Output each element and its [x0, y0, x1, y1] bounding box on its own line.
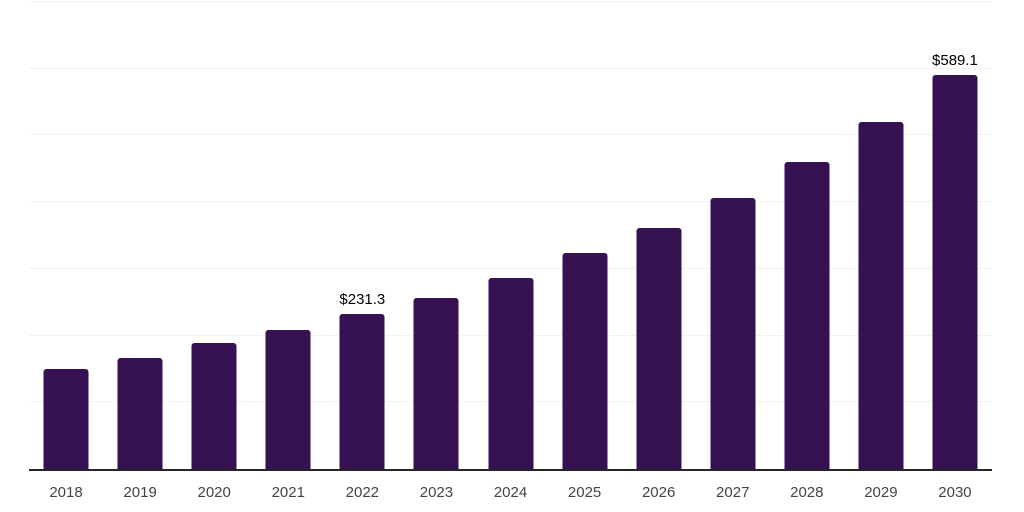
bar-slot: $589.1 — [918, 2, 992, 469]
gridline — [29, 67, 992, 69]
bar-slot: $231.3 — [325, 2, 399, 469]
bar — [710, 197, 756, 469]
x-axis: 2018 2019 2020 2021 2022 2023 2024 2025 2026 2027… — [29, 484, 992, 502]
x-axis-tick-label: 2027 — [716, 484, 750, 501]
bar — [784, 161, 830, 469]
x-axis-tick-label: 2026 — [641, 484, 676, 501]
x-axis-tick-label: 2024 — [493, 484, 528, 501]
x-axis-tick-label: 2023 — [419, 484, 454, 501]
x-axis-tick-label: 2022 — [345, 484, 380, 501]
bar — [488, 277, 533, 469]
x-axis-tick-label: 2025 — [567, 484, 602, 501]
bar-slot — [177, 2, 251, 469]
bar-slot — [622, 2, 696, 469]
bar — [636, 227, 682, 469]
bar — [562, 252, 608, 469]
x-axis-tick-label: 2030 — [938, 484, 972, 501]
x-axis-tick-label: 2029 — [864, 484, 898, 501]
bar — [932, 75, 978, 469]
bar — [265, 330, 311, 469]
bar-slot — [548, 2, 622, 469]
bar-slot — [770, 2, 844, 469]
gridline — [29, 1, 992, 2]
bar-value-label: $231.3 — [339, 291, 386, 309]
bar-slot — [696, 2, 770, 469]
x-axis-tick-label: 2020 — [197, 484, 231, 501]
x-axis-tick-label: 2018 — [49, 484, 83, 501]
bar — [191, 343, 237, 469]
bars-row: $231.3 $589.1 — [29, 2, 992, 469]
bar-value-label: $589.1 — [932, 52, 978, 70]
gridline — [29, 134, 992, 136]
x-axis-tick-label: 2028 — [790, 484, 824, 501]
bar-slot — [473, 2, 547, 469]
x-axis-tick-label: 2019 — [123, 484, 157, 501]
plot-area: $231.3 $589.1 — [29, 1, 992, 471]
bar-slot — [844, 2, 918, 469]
gridline — [29, 201, 992, 203]
bar — [413, 297, 459, 469]
bar-slot — [29, 2, 103, 469]
bar — [339, 314, 385, 469]
bar-slot — [399, 2, 473, 469]
bar — [43, 369, 89, 469]
bar — [858, 122, 904, 469]
gridline — [29, 267, 992, 269]
bar-slot — [251, 2, 325, 469]
bar — [117, 358, 163, 469]
bar-slot — [103, 2, 177, 469]
x-axis-tick-label: 2021 — [271, 484, 305, 501]
